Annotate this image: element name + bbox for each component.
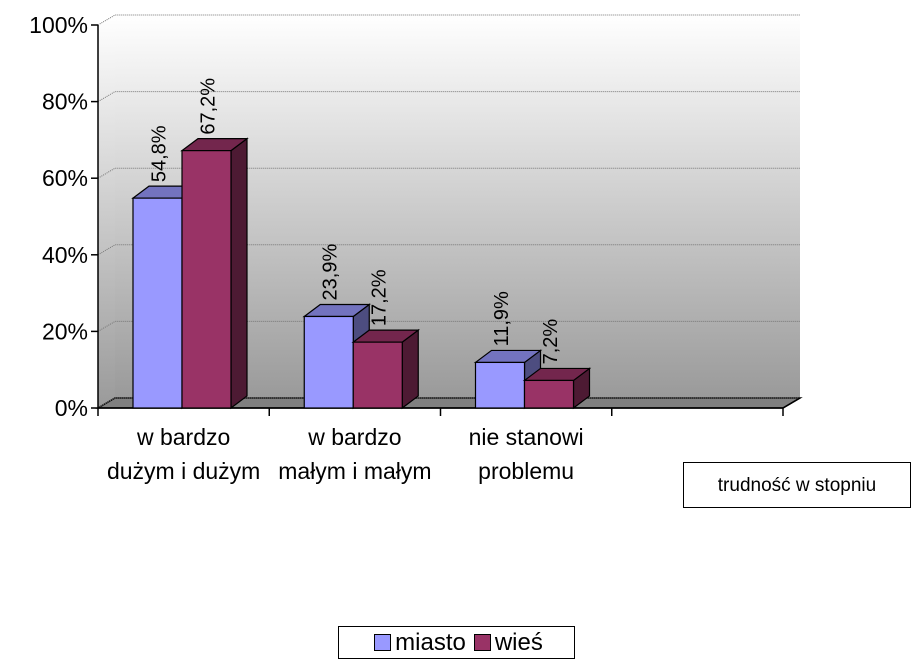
x-tick-label: w bardzo dużym i dużym [106, 424, 261, 484]
legend-swatch [374, 634, 392, 651]
x-axis-back [782, 397, 801, 409]
bar [522, 367, 592, 410]
legend-label: miasto [395, 629, 466, 656]
bar-front [474, 361, 526, 409]
legend-label: wieś [494, 629, 543, 656]
y-tick-label: 20% [42, 318, 88, 344]
bar-side [401, 328, 419, 410]
y-tick-label: 0% [55, 395, 88, 421]
grid-line [97, 14, 800, 26]
bar [351, 328, 421, 410]
bar-front [132, 197, 183, 409]
value-label: 23,9% [320, 244, 342, 301]
back-wall [115, 15, 800, 398]
bar-front [181, 150, 232, 409]
value-label: 7,2% [540, 319, 562, 365]
bar-front [352, 341, 403, 409]
y-tick-label: 100% [29, 12, 88, 38]
grid-line [97, 320, 800, 332]
bar-side [230, 137, 248, 410]
bar-front [523, 379, 575, 409]
value-label: 11,9% [491, 291, 513, 346]
bar-front [303, 315, 354, 409]
value-label: 17,2% [369, 269, 391, 326]
value-label: 54,8% [149, 125, 171, 182]
y-tick-label: 60% [42, 165, 88, 191]
y-tick-label: 80% [42, 89, 88, 115]
legend-swatch [473, 634, 491, 651]
value-label: 67,2% [198, 78, 220, 135]
legend: miasto wieś [338, 626, 575, 659]
x-axis-label: trudność w stopniu [683, 462, 911, 508]
grid-line [97, 244, 800, 256]
grid-line [97, 91, 800, 103]
y-tick-label: 40% [42, 242, 88, 268]
grid-line [97, 167, 800, 179]
x-tick-label: nie stanowi problemu [468, 424, 584, 484]
bar [180, 137, 249, 410]
side-wall [98, 15, 115, 408]
x-tick-label: w bardzo małym i małym [278, 424, 432, 484]
